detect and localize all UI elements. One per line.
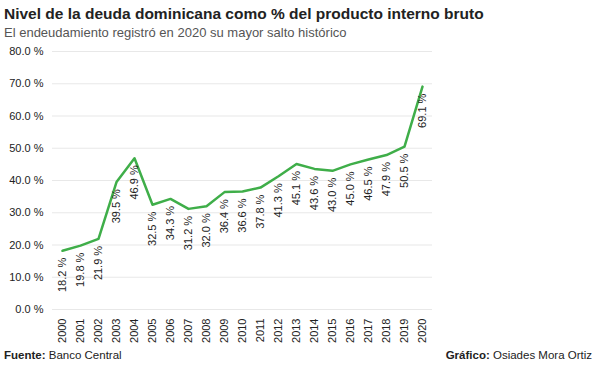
svg-text:39.5 %: 39.5 % bbox=[110, 189, 122, 223]
svg-text:50.0 %: 50.0 % bbox=[9, 142, 43, 154]
svg-text:50.5 %: 50.5 % bbox=[398, 153, 410, 187]
svg-text:2010: 2010 bbox=[236, 319, 248, 343]
svg-text:34.3 %: 34.3 % bbox=[164, 206, 176, 240]
svg-text:2017: 2017 bbox=[362, 319, 374, 343]
html-text:Gráfico: Osiades Mora Ortiz: Gráfico: Osiades Mora Ortiz bbox=[445, 349, 592, 361]
svg-text:2004: 2004 bbox=[128, 319, 140, 343]
svg-text:2012: 2012 bbox=[272, 319, 284, 343]
svg-text:36.6 %: 36.6 % bbox=[236, 198, 248, 232]
svg-text:2018: 2018 bbox=[380, 319, 392, 343]
svg-text:2008: 2008 bbox=[200, 319, 212, 343]
svg-text:31.2 %: 31.2 % bbox=[182, 216, 194, 250]
svg-text:45.0 %: 45.0 % bbox=[344, 171, 356, 205]
svg-text:32.0 %: 32.0 % bbox=[200, 213, 212, 247]
svg-text:41.3 %: 41.3 % bbox=[272, 183, 284, 217]
svg-text:2005: 2005 bbox=[146, 319, 158, 343]
svg-text:10.0 %: 10.0 % bbox=[9, 271, 43, 283]
svg-text:19.8 %: 19.8 % bbox=[74, 252, 86, 286]
svg-text:60.0 %: 60.0 % bbox=[9, 110, 43, 122]
html-text:El endeudamiento registró en 2: El endeudamiento registró en 2020 su may… bbox=[4, 25, 347, 40]
svg-text:21.9 %: 21.9 % bbox=[92, 246, 104, 280]
svg-text:43.0 %: 43.0 % bbox=[326, 178, 338, 212]
svg-text:20.0 %: 20.0 % bbox=[9, 239, 43, 251]
svg-text:2009: 2009 bbox=[218, 319, 230, 343]
svg-text:70.0 %: 70.0 % bbox=[9, 77, 43, 89]
svg-text:40.0 %: 40.0 % bbox=[9, 174, 43, 186]
svg-text:2007: 2007 bbox=[182, 319, 194, 343]
svg-text:80.0 %: 80.0 % bbox=[9, 45, 43, 57]
svg-text:47.9 %: 47.9 % bbox=[380, 162, 392, 196]
svg-text:43.6 %: 43.6 % bbox=[308, 176, 320, 210]
svg-text:46.5 %: 46.5 % bbox=[362, 166, 374, 200]
svg-text:2000: 2000 bbox=[56, 319, 68, 343]
svg-text:2003: 2003 bbox=[110, 319, 122, 343]
svg-text:2014: 2014 bbox=[308, 319, 320, 343]
svg-text:2020: 2020 bbox=[416, 319, 428, 343]
html-text:Nivel de la deuda dominicana c: Nivel de la deuda dominicana como % del … bbox=[4, 5, 484, 22]
svg-text:2016: 2016 bbox=[344, 319, 356, 343]
svg-text:2011: 2011 bbox=[254, 319, 266, 343]
svg-text:45.1 %: 45.1 % bbox=[290, 171, 302, 205]
svg-text:2015: 2015 bbox=[326, 319, 338, 343]
svg-text:2013: 2013 bbox=[290, 319, 302, 343]
svg-text:18.2 %: 18.2 % bbox=[56, 258, 68, 292]
svg-text:2006: 2006 bbox=[164, 319, 176, 343]
svg-text:30.0 %: 30.0 % bbox=[9, 206, 43, 218]
svg-text:2019: 2019 bbox=[398, 319, 410, 343]
svg-text:2002: 2002 bbox=[92, 319, 104, 343]
svg-text:36.4 %: 36.4 % bbox=[218, 199, 230, 233]
svg-text:0.0 %: 0.0 % bbox=[15, 303, 43, 315]
svg-text:2001: 2001 bbox=[74, 319, 86, 343]
svg-text:32.5 %: 32.5 % bbox=[146, 211, 158, 245]
svg-text:69.1 %: 69.1 % bbox=[416, 93, 428, 127]
html-text:Fuente: Banco Central: Fuente: Banco Central bbox=[4, 349, 122, 361]
svg-text:37.8 %: 37.8 % bbox=[254, 194, 266, 228]
svg-text:46.9 %: 46.9 % bbox=[128, 165, 140, 199]
